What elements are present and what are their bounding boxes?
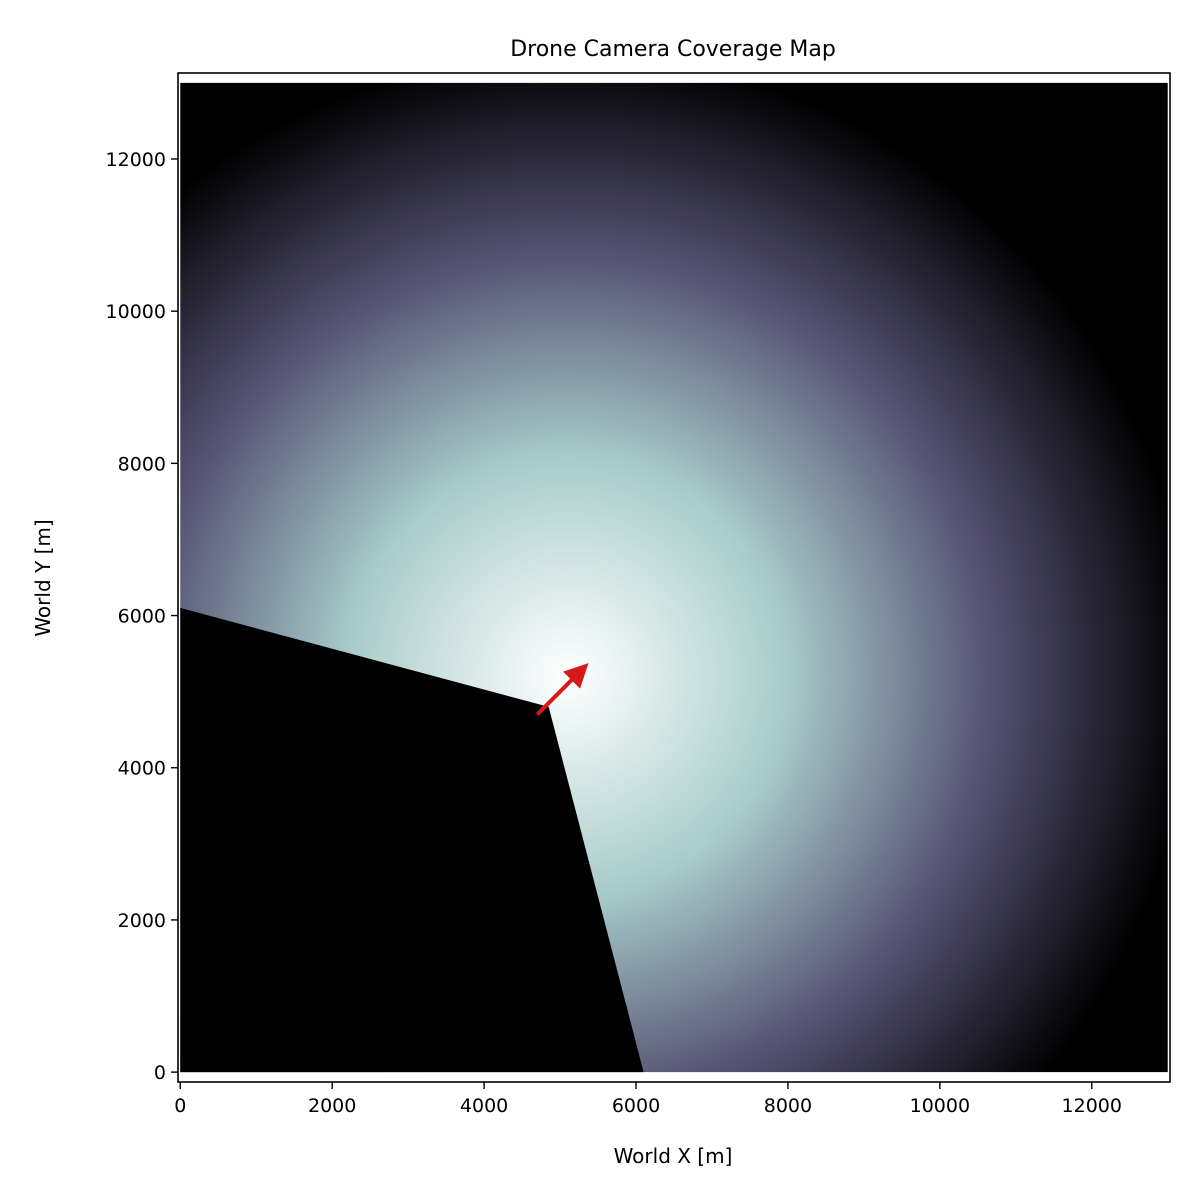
plot-area xyxy=(177,72,1171,1083)
x-tick-label: 8000 xyxy=(764,1095,812,1117)
x-axis: 0 2000 4000 6000 8000 10000 12000 xyxy=(174,1082,1122,1117)
y-tick-label: 12000 xyxy=(106,149,166,171)
y-tick-label: 2000 xyxy=(118,910,166,932)
y-axis-label: World Y [m] xyxy=(31,519,55,636)
y-tick-label: 8000 xyxy=(118,453,166,475)
x-tick-label: 12000 xyxy=(1062,1095,1122,1117)
y-tick-label: 4000 xyxy=(118,758,166,780)
x-axis-label: World X [m] xyxy=(614,1144,733,1168)
plot-frame xyxy=(177,72,1171,1083)
y-axis: 0 2000 4000 6000 8000 10000 12000 xyxy=(106,149,178,1084)
y-tick-label: 10000 xyxy=(106,301,166,323)
x-tick-label: 2000 xyxy=(308,1095,356,1117)
y-tick-label: 6000 xyxy=(118,606,166,628)
x-tick-label: 6000 xyxy=(612,1095,660,1117)
x-tick-label: 0 xyxy=(174,1095,186,1117)
drone-heading-arrow xyxy=(535,663,589,716)
x-tick-label: 4000 xyxy=(460,1095,508,1117)
y-tick-label: 0 xyxy=(154,1062,166,1084)
blind-region xyxy=(180,607,644,1073)
x-tick-label: 10000 xyxy=(910,1095,970,1117)
chart-title: Drone Camera Coverage Map xyxy=(510,37,836,62)
